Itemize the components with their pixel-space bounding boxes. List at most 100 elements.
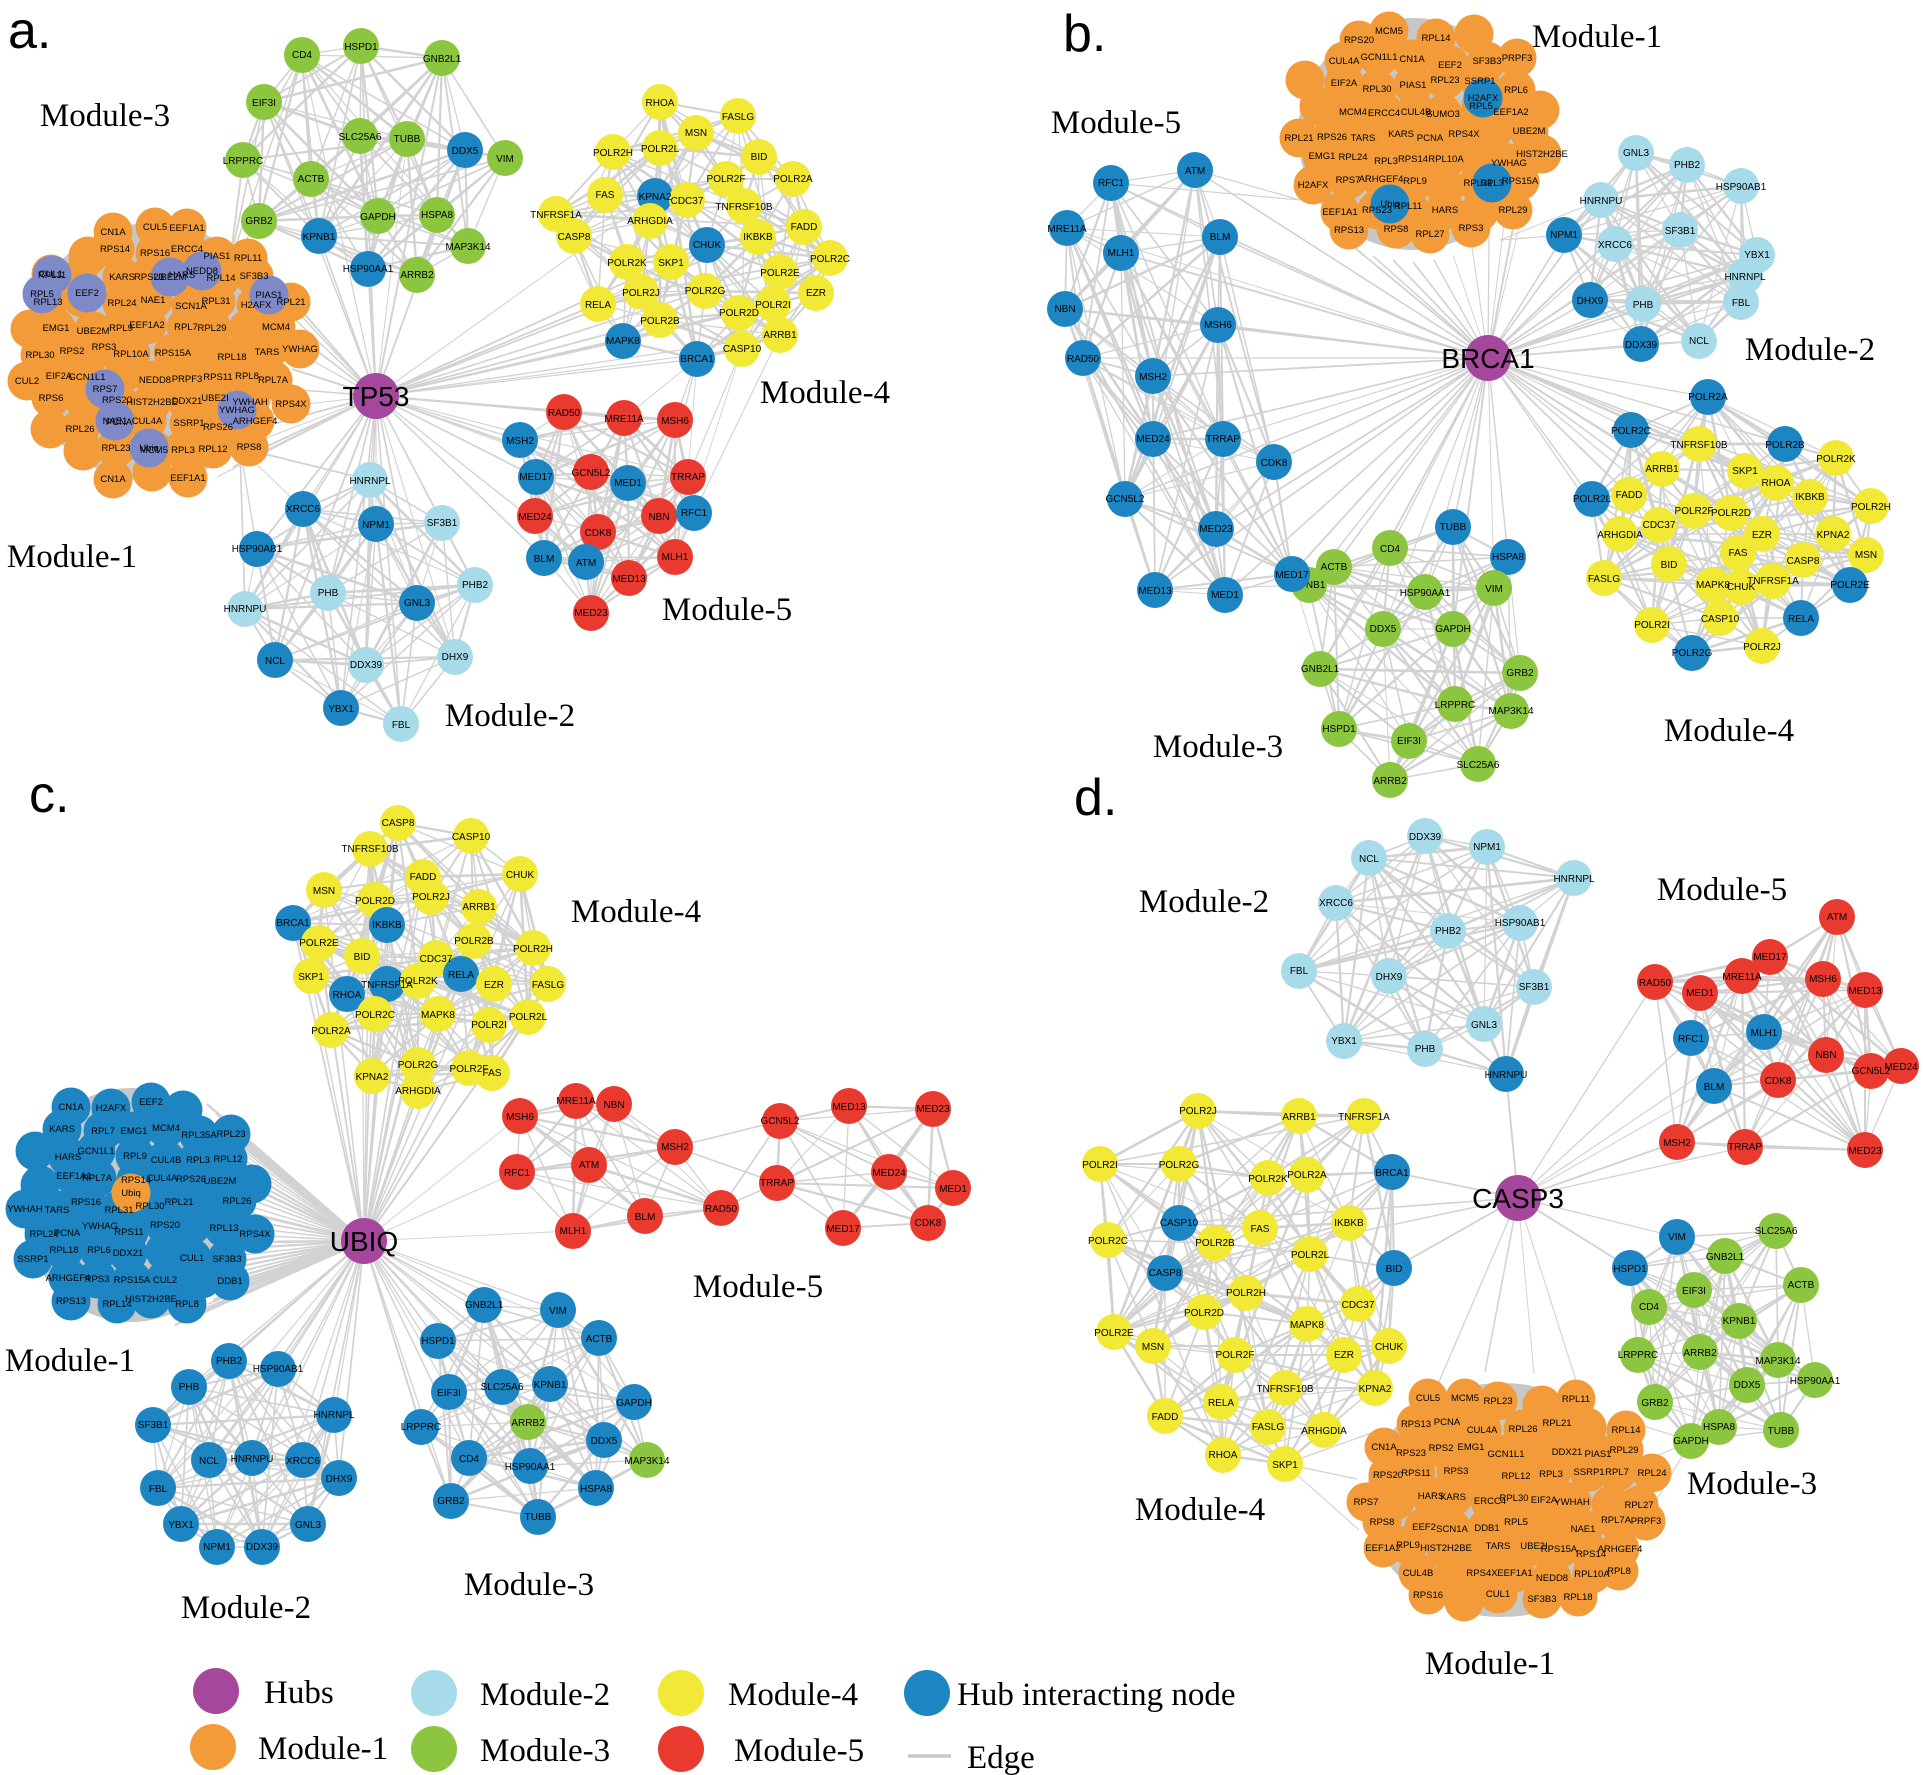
svg-text:SF3B1: SF3B1 (1665, 226, 1696, 237)
svg-text:RPS15A: RPS15A (114, 1275, 151, 1286)
svg-text:Module-2: Module-2 (1745, 332, 1875, 368)
svg-text:RPL14: RPL14 (1611, 1425, 1640, 1436)
svg-text:CHUK: CHUK (1375, 1342, 1404, 1353)
svg-text:VIM: VIM (549, 1306, 567, 1317)
svg-text:RPS26: RPS26 (1317, 132, 1347, 143)
svg-text:SKP1: SKP1 (1272, 1460, 1298, 1471)
svg-text:POLR2H: POLR2H (1226, 1288, 1266, 1299)
svg-text:Module-1: Module-1 (1532, 19, 1662, 55)
svg-text:POLR2I: POLR2I (1082, 1160, 1118, 1171)
svg-text:MSN: MSN (1855, 550, 1877, 561)
svg-text:Module-4: Module-4 (1135, 1492, 1265, 1528)
svg-text:POLR2B: POLR2B (1765, 440, 1805, 451)
svg-text:ARRB2: ARRB2 (511, 1418, 545, 1429)
svg-text:POLR2L: POLR2L (509, 1012, 548, 1023)
svg-text:GCN1L1: GCN1L1 (69, 372, 106, 383)
svg-text:POLR2K: POLR2K (1248, 1174, 1288, 1185)
svg-text:HNRNPU: HNRNPU (231, 1454, 274, 1465)
svg-text:BLM: BLM (1210, 232, 1231, 243)
svg-text:MSN: MSN (1142, 1342, 1164, 1353)
svg-text:GCN1L1: GCN1L1 (78, 1146, 115, 1157)
svg-text:MED13: MED13 (1848, 986, 1882, 997)
svg-text:MRE11A: MRE11A (1047, 224, 1087, 235)
svg-text:RPL12: RPL12 (198, 444, 227, 455)
svg-text:POLR2J: POLR2J (622, 288, 660, 299)
svg-text:ACTB: ACTB (1788, 1280, 1815, 1291)
svg-text:TNFRSF1A: TNFRSF1A (1747, 576, 1799, 587)
svg-text:CASP3: CASP3 (1472, 1183, 1564, 1214)
svg-text:RPL5: RPL5 (1469, 101, 1493, 112)
svg-text:RPL30: RPL30 (1499, 1493, 1528, 1504)
svg-text:CN1A: CN1A (100, 474, 126, 485)
svg-text:NBN: NBN (603, 1100, 624, 1111)
svg-text:Module-1: Module-1 (1425, 1646, 1555, 1682)
svg-text:MAP3K14: MAP3K14 (1488, 706, 1533, 717)
svg-text:RPL9: RPL9 (1403, 176, 1427, 187)
svg-text:MRE11A: MRE11A (1722, 972, 1762, 983)
svg-text:FASLG: FASLG (1588, 574, 1620, 585)
svg-text:TNFRSF1A: TNFRSF1A (530, 210, 582, 221)
svg-text:MLH1: MLH1 (662, 552, 689, 563)
svg-text:MED17: MED17 (1275, 570, 1309, 581)
svg-text:RPS26: RPS26 (176, 1174, 206, 1185)
svg-text:SLC25A6: SLC25A6 (481, 1382, 524, 1393)
svg-text:YWHAG: YWHAG (82, 1221, 118, 1232)
svg-text:RELA: RELA (1788, 614, 1814, 625)
svg-text:Module-4: Module-4 (571, 894, 701, 930)
svg-text:MED1: MED1 (1686, 988, 1714, 999)
svg-text:ATM: ATM (576, 558, 596, 569)
svg-text:HSP90AB1: HSP90AB1 (232, 544, 283, 555)
svg-text:FADD: FADD (410, 872, 437, 883)
svg-text:RPL3: RPL3 (1374, 156, 1398, 167)
svg-text:EIF3I: EIF3I (437, 1388, 461, 1399)
svg-text:NCL: NCL (1359, 854, 1379, 865)
svg-text:RAD50: RAD50 (705, 1204, 738, 1215)
svg-text:RPL24: RPL24 (1338, 152, 1367, 163)
svg-text:FBL: FBL (1732, 298, 1751, 309)
svg-text:YWHAG: YWHAG (282, 344, 318, 355)
svg-text:RPL8: RPL8 (1607, 1566, 1631, 1577)
svg-text:CN1A: CN1A (1399, 54, 1425, 65)
svg-text:ACTB: ACTB (586, 1334, 613, 1345)
svg-text:HSPA8: HSPA8 (1492, 552, 1524, 563)
svg-text:YBX1: YBX1 (328, 704, 354, 715)
svg-text:ACTB: ACTB (298, 174, 325, 185)
svg-text:EEF1A1: EEF1A1 (56, 1171, 91, 1182)
svg-text:PRPF3: PRPF3 (172, 374, 203, 385)
svg-text:NEDD8: NEDD8 (1536, 1573, 1568, 1584)
svg-text:CDK8: CDK8 (915, 1218, 942, 1229)
svg-text:CUL4A: CUL4A (1467, 1425, 1498, 1436)
svg-text:VIM: VIM (1485, 584, 1503, 595)
svg-text:MED1: MED1 (614, 478, 642, 489)
svg-text:FBL: FBL (149, 1484, 168, 1495)
svg-text:POLR2I: POLR2I (755, 300, 791, 311)
svg-text:PHB2: PHB2 (462, 580, 489, 591)
svg-text:KPNA2: KPNA2 (639, 192, 672, 203)
svg-text:ATM: ATM (1185, 166, 1205, 177)
svg-text:GAPDH: GAPDH (616, 1398, 652, 1409)
svg-text:Module-3: Module-3 (1153, 729, 1283, 765)
svg-text:CUL5: CUL5 (143, 222, 167, 233)
svg-text:KPNB1: KPNB1 (303, 232, 336, 243)
svg-text:HARS: HARS (1418, 1491, 1444, 1502)
svg-text:TUBB: TUBB (1440, 522, 1467, 533)
svg-text:RPL12: RPL12 (213, 1154, 242, 1165)
svg-text:TUBB: TUBB (525, 1512, 552, 1523)
svg-text:RPS16: RPS16 (140, 248, 170, 259)
svg-text:CASP10: CASP10 (1701, 614, 1740, 625)
svg-text:POLR2D: POLR2D (355, 896, 395, 907)
svg-text:POLR2F: POLR2F (450, 1064, 489, 1075)
svg-text:EMG1: EMG1 (1458, 1442, 1485, 1453)
svg-text:RPS14: RPS14 (121, 1175, 151, 1186)
svg-text:POLR2E: POLR2E (760, 268, 800, 279)
svg-text:RPS20: RPS20 (1373, 1470, 1403, 1481)
svg-text:RPL14: RPL14 (206, 273, 235, 284)
svg-text:CDK8: CDK8 (1261, 458, 1288, 469)
svg-text:RPS4X: RPS4X (275, 399, 307, 410)
svg-text:BRCA1: BRCA1 (1375, 1168, 1409, 1179)
svg-text:HNRNPL: HNRNPL (1553, 874, 1595, 885)
svg-text:MRE11A: MRE11A (556, 1096, 596, 1107)
svg-text:ARRB2: ARRB2 (1683, 1348, 1717, 1359)
svg-text:FADD: FADD (1152, 1412, 1179, 1423)
svg-text:EEF1A1: EEF1A1 (170, 473, 205, 484)
